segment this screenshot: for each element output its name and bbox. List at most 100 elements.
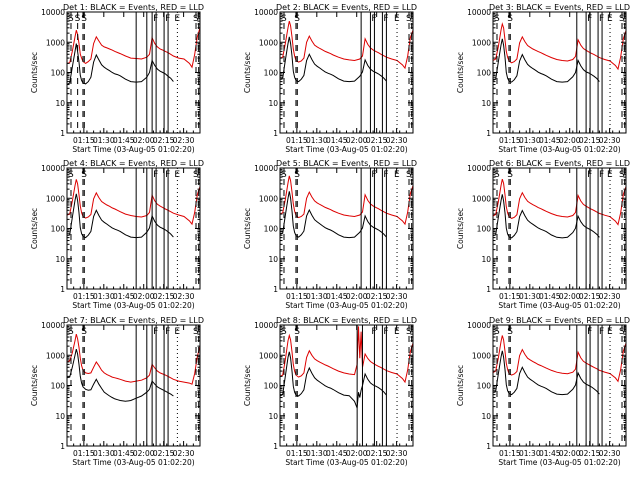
x-tick-label: 01:45: [539, 449, 561, 458]
y-tick-label: 10000: [467, 164, 491, 173]
time-marker-label: S: [619, 327, 625, 337]
events-series-line: [280, 36, 387, 83]
y-tick-label: 10: [55, 255, 65, 264]
x-tick-label: 02:30: [173, 136, 195, 145]
x-tick-label: 01:45: [326, 136, 348, 145]
x-tick-label: 01:30: [519, 136, 541, 145]
panel-title: Det 4: BLACK = Events, RED = LLD: [63, 159, 204, 168]
time-marker-label: F: [587, 14, 592, 24]
time-marker-label: S: [507, 327, 513, 337]
y-tick-label: 1: [486, 129, 491, 138]
x-tick-label: 01:30: [519, 449, 541, 458]
time-marker-label: F: [165, 170, 170, 180]
x-tick-label: 02:00: [133, 449, 155, 458]
x-tick-label: 02:15: [366, 449, 388, 458]
time-marker-label: E: [174, 14, 180, 24]
panel-det-5: S S F F E S11010010001000001:1501:3001:4502:0…: [243, 159, 417, 310]
time-marker-label: F: [383, 170, 388, 180]
panel-det-3: S S F F E S11010010001000001:1501:3001:4502:0…: [456, 3, 630, 154]
time-marker-label: S: [406, 170, 412, 180]
x-tick-label: 02:00: [346, 449, 368, 458]
y-tick-label: 1000: [259, 38, 278, 47]
y-tick-label: 1: [60, 129, 65, 138]
x-tick-label: 02:00: [346, 292, 368, 301]
time-marker-label: F: [165, 327, 170, 337]
y-tick-label: 10: [481, 412, 491, 421]
y-tick-label: 1000: [46, 194, 65, 203]
y-tick-label: 10000: [467, 321, 491, 330]
lld-series-line: [67, 333, 200, 385]
time-marker-label: F: [165, 14, 170, 24]
y-tick-label: 10000: [467, 8, 491, 17]
x-tick-label: 02:00: [559, 449, 581, 458]
x-tick-label: 01:15: [73, 292, 95, 301]
x-tick-label: 02:30: [599, 449, 621, 458]
time-marker-label: E: [394, 170, 400, 180]
x-tick-label: 01:45: [113, 292, 135, 301]
panel-title: Det 6: BLACK = Events, RED = LLD: [489, 159, 630, 168]
panel-det-4: S S F F E S11010010001000001:1501:3001:4502:0…: [30, 159, 204, 310]
y-axis-label: Counts/sec: [243, 208, 252, 249]
y-tick-label: 1: [60, 442, 65, 451]
time-marker-label: E: [174, 327, 180, 337]
y-tick-label: 10: [481, 255, 491, 264]
y-tick-label: 1: [486, 442, 491, 451]
y-tick-label: 10: [268, 99, 278, 108]
y-tick-label: 100: [51, 225, 66, 234]
time-marker-label: S: [68, 170, 74, 180]
y-axis-label: Counts/sec: [30, 208, 39, 249]
x-tick-label: 01:30: [93, 292, 115, 301]
time-marker-label: S: [619, 14, 625, 24]
x-tick-label: 02:15: [579, 136, 601, 145]
time-marker-label: S: [294, 327, 300, 337]
y-axis-label: Counts/sec: [456, 52, 465, 93]
time-marker-label: S: [494, 170, 500, 180]
events-series-line: [493, 194, 600, 239]
x-tick-label: 02:00: [559, 292, 581, 301]
x-axis-label: Start Time (03-Aug-05 01:02:20): [285, 458, 407, 467]
time-marker-label: S: [294, 14, 300, 24]
x-tick-label: 01:45: [539, 136, 561, 145]
x-tick-label: 01:30: [93, 136, 115, 145]
y-tick-label: 100: [477, 225, 492, 234]
x-tick-label: 01:15: [499, 292, 521, 301]
time-marker-label: S: [406, 327, 412, 337]
x-tick-label: 01:45: [326, 449, 348, 458]
x-tick-label: 02:15: [153, 292, 175, 301]
x-tick-label: 02:00: [346, 136, 368, 145]
x-tick-label: 01:45: [113, 449, 135, 458]
time-marker-label: S: [193, 14, 199, 24]
time-marker-label: S: [68, 327, 74, 337]
y-tick-label: 10000: [254, 8, 278, 17]
y-tick-label: 100: [477, 382, 492, 391]
y-tick-label: 10: [55, 99, 65, 108]
x-axis-label: Start Time (03-Aug-05 01:02:20): [498, 145, 620, 154]
time-marker-label: F: [599, 14, 604, 24]
panel-det-8: S S F F E S11010010001000001:1501:3001:4502:0…: [243, 316, 417, 467]
y-axis-label: Counts/sec: [456, 208, 465, 249]
y-tick-label: 1000: [472, 38, 491, 47]
time-marker-label: E: [607, 170, 613, 180]
time-marker-label: E: [607, 14, 613, 24]
y-tick-label: 1000: [259, 351, 278, 360]
time-marker-label: E: [174, 170, 180, 180]
y-tick-label: 1: [60, 285, 65, 294]
lld-series-line: [493, 335, 626, 383]
x-axis-label: Start Time (03-Aug-05 01:02:20): [498, 458, 620, 467]
time-marker-label: S: [81, 170, 87, 180]
panel-det-1: S S S F F E S11010010001000001:1501:3001:4502:…: [30, 3, 204, 154]
x-tick-label: 02:15: [153, 449, 175, 458]
panel-title: Det 7: BLACK = Events, RED = LLD: [63, 316, 204, 325]
panel-det-2: S S F F E S11010010001000001:1501:3001:4502:0…: [243, 3, 417, 154]
x-tick-label: 02:00: [133, 292, 155, 301]
time-marker-label: S: [75, 14, 81, 24]
events-series-line: [280, 351, 387, 409]
plot-frame: [66, 11, 201, 134]
x-axis-label: Start Time (03-Aug-05 01:02:20): [498, 301, 620, 310]
time-marker-label: S: [281, 170, 287, 180]
x-tick-label: 01:45: [539, 292, 561, 301]
x-tick-label: 01:45: [113, 136, 135, 145]
x-tick-label: 02:30: [173, 449, 195, 458]
x-tick-label: 02:15: [579, 292, 601, 301]
